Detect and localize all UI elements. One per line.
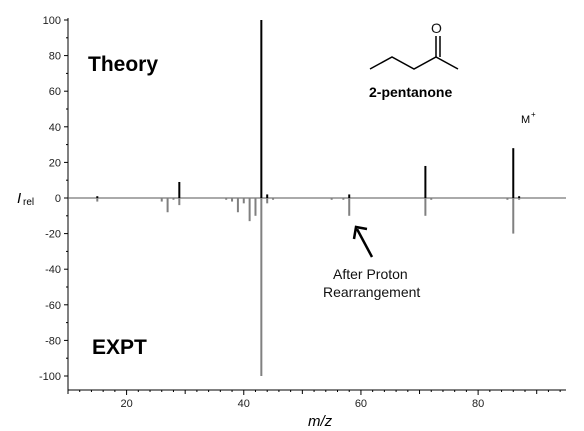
x-ticks: 20 40 60 80 [67,390,561,410]
y-tick-label: -100 [39,371,61,383]
y-tick-label: 80 [49,51,61,63]
y-tick-label: 40 [49,122,61,134]
molecular-ion-superscript: + [531,110,536,119]
y-ticks: 100 80 60 40 20 0 -20 -40 -60 -80 -100 [39,15,68,383]
y-tick-label: 60 [49,86,61,98]
spectrum-bars [96,20,521,376]
y-axis-title-subscript: rel [23,197,34,208]
y-tick-label: 100 [43,15,61,27]
y-tick-label: 0 [55,193,61,205]
x-tick-label: 60 [355,398,367,410]
y-tick-label: 20 [49,157,61,169]
theory-label: Theory [88,53,158,76]
expt-label: EXPT [92,336,147,359]
annotation-arrow-icon [352,225,374,258]
molecule-structure-icon: O [369,20,459,70]
y-tick-label: -60 [45,300,61,312]
molecular-ion-label: M [521,114,530,126]
y-tick-label: -40 [45,264,61,276]
annotation-line-2: Rearrangement [323,284,420,300]
x-tick-label: 80 [472,398,484,410]
x-axis-title: m/z [308,413,333,430]
oxygen-label: O [431,20,442,36]
x-tick-label: 20 [120,398,132,410]
x-tick-label: 40 [238,398,250,410]
annotation-line-1: After Proton [333,266,408,282]
y-tick-label: -80 [45,335,61,347]
compound-name: 2-pentanone [369,84,452,100]
y-axis-title: I [17,190,21,207]
y-tick-label: -20 [45,229,61,241]
